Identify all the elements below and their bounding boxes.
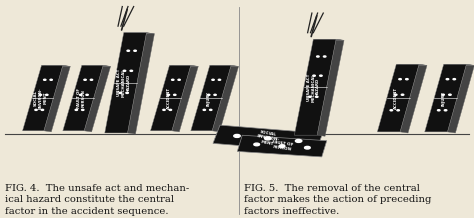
Polygon shape [169,65,198,66]
Circle shape [126,92,128,94]
Polygon shape [82,65,110,66]
Circle shape [41,109,44,110]
Polygon shape [425,64,466,132]
Circle shape [214,94,216,95]
Circle shape [444,110,447,111]
Circle shape [313,75,315,76]
Polygon shape [23,65,63,131]
Text: FIG. 5.  The removal of the central
factor makes the action of preceding
factors: FIG. 5. The removal of the central facto… [244,184,431,216]
Text: FAULT OF
PERSON: FAULT OF PERSON [271,140,293,152]
Polygon shape [172,65,198,132]
Polygon shape [128,33,155,134]
Polygon shape [124,33,155,34]
Circle shape [438,110,440,111]
Text: UNSAFE ACT
MECHANICAL
HAZARD: UNSAFE ACT MECHANICAL HAZARD [307,73,320,102]
Circle shape [169,109,172,110]
Circle shape [172,79,174,80]
Text: ACCIDENT: ACCIDENT [394,87,398,109]
Polygon shape [212,65,238,132]
Circle shape [401,94,404,95]
Polygon shape [210,65,238,66]
Circle shape [50,79,52,80]
Circle shape [449,94,451,95]
Text: ACCIDENT: ACCIDENT [167,87,171,109]
Circle shape [212,79,214,80]
Circle shape [304,146,310,149]
Circle shape [86,94,88,95]
Circle shape [46,94,48,95]
Circle shape [84,79,86,80]
Text: FIG. 4.  The unsafe act and mechan-
ical hazard constitute the central
factor in: FIG. 4. The unsafe act and mechan- ical … [5,184,189,216]
Circle shape [82,109,84,110]
Circle shape [394,94,397,95]
Circle shape [208,94,210,95]
Circle shape [127,50,129,51]
Circle shape [123,70,126,71]
Circle shape [309,96,311,97]
Polygon shape [317,39,344,136]
Polygon shape [396,64,427,65]
Circle shape [406,79,408,80]
Circle shape [316,96,318,97]
Polygon shape [444,64,474,65]
Circle shape [210,109,212,110]
Circle shape [80,94,82,95]
Polygon shape [377,64,419,132]
Polygon shape [151,65,191,131]
Text: SOCIAL
ENVIRON-
MENT: SOCIAL ENVIRON- MENT [34,87,47,109]
Polygon shape [400,64,427,133]
Circle shape [75,109,78,110]
Polygon shape [42,65,70,66]
Text: FAULT OF
PERSON: FAULT OF PERSON [77,88,85,108]
Text: INJURY: INJURY [442,91,446,106]
Circle shape [44,79,46,80]
Circle shape [35,109,37,110]
Polygon shape [105,33,146,133]
Circle shape [390,110,392,111]
Circle shape [130,70,133,71]
Text: UNSAFE ACT
MECHANICAL
HAZARD: UNSAFE ACT MECHANICAL HAZARD [117,68,130,97]
Circle shape [173,94,176,95]
Circle shape [90,79,92,80]
Circle shape [119,92,121,94]
Circle shape [167,94,170,95]
Circle shape [39,94,42,95]
Circle shape [397,110,400,111]
Circle shape [279,145,285,147]
Circle shape [317,56,319,57]
Circle shape [163,109,165,110]
Polygon shape [213,125,323,152]
Circle shape [446,79,449,80]
Circle shape [134,50,137,51]
Polygon shape [191,65,231,131]
Circle shape [254,143,260,146]
Polygon shape [63,65,103,131]
Circle shape [399,79,401,80]
Polygon shape [447,64,474,133]
Polygon shape [84,65,110,132]
Polygon shape [294,39,336,135]
Circle shape [453,79,456,80]
Circle shape [218,79,220,80]
Circle shape [203,109,206,110]
Circle shape [178,79,180,80]
Circle shape [323,56,326,57]
Circle shape [442,94,444,95]
Circle shape [234,135,240,137]
Polygon shape [44,65,70,132]
Text: SOCIAL
ENVIRON-
MENT: SOCIAL ENVIRON- MENT [255,130,280,147]
Polygon shape [237,135,327,157]
Circle shape [264,137,271,140]
Text: INJURY: INJURY [207,91,211,106]
Circle shape [295,140,302,142]
Circle shape [319,75,322,76]
Polygon shape [313,39,344,40]
